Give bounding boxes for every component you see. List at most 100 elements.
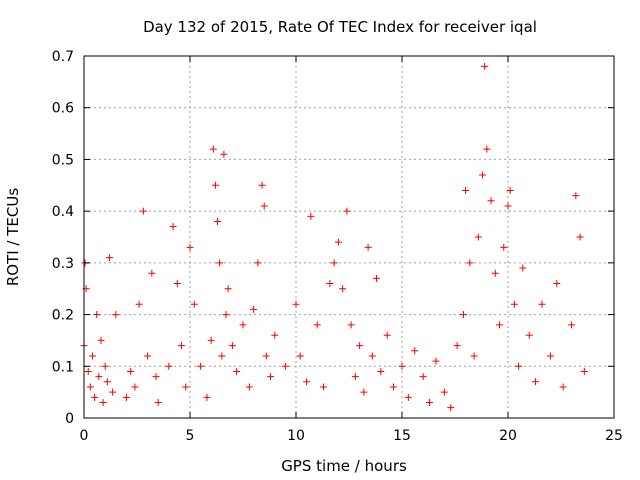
data-point — [182, 383, 190, 391]
data-point — [479, 171, 487, 179]
data-point — [474, 233, 482, 241]
data-point — [203, 393, 211, 401]
data-point — [447, 404, 455, 412]
data-point — [209, 145, 217, 153]
data-point — [97, 336, 105, 344]
data-point — [426, 398, 434, 406]
x-tick-label: 25 — [605, 428, 623, 444]
data-point — [216, 259, 224, 267]
data-point — [411, 347, 419, 355]
y-tick-label: 0.5 — [52, 152, 74, 168]
chart-title: Day 132 of 2015, Rate Of TEC Index for r… — [143, 18, 537, 36]
data-point — [220, 150, 228, 158]
x-axis-title: GPS time / hours — [281, 457, 407, 475]
data-point — [466, 259, 474, 267]
y-tick-label: 0.4 — [52, 204, 74, 220]
data-point — [281, 362, 289, 370]
data-point — [307, 212, 315, 220]
data-point — [260, 202, 268, 210]
data-point — [339, 285, 347, 293]
data-point — [84, 367, 92, 375]
data-point — [462, 186, 470, 194]
data-point — [144, 352, 152, 360]
data-point — [109, 388, 117, 396]
data-point — [572, 192, 580, 200]
data-point — [510, 300, 518, 308]
data-point — [515, 362, 523, 370]
data-point — [525, 331, 533, 339]
data-point — [250, 305, 258, 313]
data-point — [254, 259, 262, 267]
data-point — [267, 373, 275, 381]
data-point — [239, 321, 247, 329]
data-point — [303, 378, 311, 386]
data-point — [500, 243, 508, 251]
data-point — [481, 62, 489, 70]
data-point — [576, 233, 584, 241]
data-point — [103, 378, 111, 386]
grid-layer — [84, 56, 614, 418]
data-point — [491, 269, 499, 277]
data-point — [173, 280, 181, 288]
data-point — [112, 311, 120, 319]
data-point — [169, 223, 177, 231]
data-point — [559, 383, 567, 391]
data-point — [122, 393, 130, 401]
data-point — [131, 383, 139, 391]
data-point — [296, 352, 304, 360]
data-point — [222, 311, 230, 319]
data-point — [390, 383, 398, 391]
axis-ticks: 0 5 10 15 20 25 0 0.1 0.2 0.3 0.4 0.5 0.6 0.7 — [52, 49, 623, 444]
data-point — [197, 362, 205, 370]
data-point — [258, 181, 266, 189]
data-point — [271, 331, 279, 339]
data-point — [214, 217, 222, 225]
data-point — [218, 352, 226, 360]
data-point — [532, 378, 540, 386]
y-tick-label: 0.7 — [52, 49, 74, 65]
data-point — [88, 352, 96, 360]
data-point — [105, 254, 113, 262]
data-point — [99, 398, 107, 406]
data-point — [377, 367, 385, 375]
data-point — [292, 300, 300, 308]
data-point — [546, 352, 554, 360]
data-point — [135, 300, 143, 308]
data-point — [568, 321, 576, 329]
data-point — [506, 186, 514, 194]
data-point — [190, 300, 198, 308]
plot-frame — [83, 55, 615, 419]
data-point — [538, 300, 546, 308]
y-tick-label: 0.2 — [52, 308, 74, 324]
data-point — [154, 398, 162, 406]
data-point — [211, 181, 219, 189]
data-point — [519, 264, 527, 272]
data-point — [432, 357, 440, 365]
data-point — [553, 280, 561, 288]
data-point — [343, 207, 351, 215]
data-point — [165, 362, 173, 370]
y-tick-label: 0.6 — [52, 101, 74, 117]
data-point — [383, 331, 391, 339]
data-point — [313, 321, 321, 329]
data-point — [364, 243, 372, 251]
data-point — [368, 352, 376, 360]
data-point — [440, 388, 448, 396]
y-axis-title: ROTI / TECUs — [4, 188, 22, 286]
data-point — [127, 367, 135, 375]
data-point — [504, 202, 512, 210]
data-point — [459, 311, 467, 319]
data-point — [91, 393, 99, 401]
data-point — [186, 243, 194, 251]
data-point — [360, 388, 368, 396]
data-point — [334, 238, 342, 246]
data-point — [93, 311, 101, 319]
data-point — [262, 352, 270, 360]
data-point — [178, 342, 186, 350]
data-point — [419, 373, 427, 381]
data-point — [139, 207, 147, 215]
data-point — [580, 367, 588, 375]
y-tick-label: 0 — [65, 411, 74, 427]
data-point — [356, 342, 364, 350]
data-point — [95, 373, 103, 381]
